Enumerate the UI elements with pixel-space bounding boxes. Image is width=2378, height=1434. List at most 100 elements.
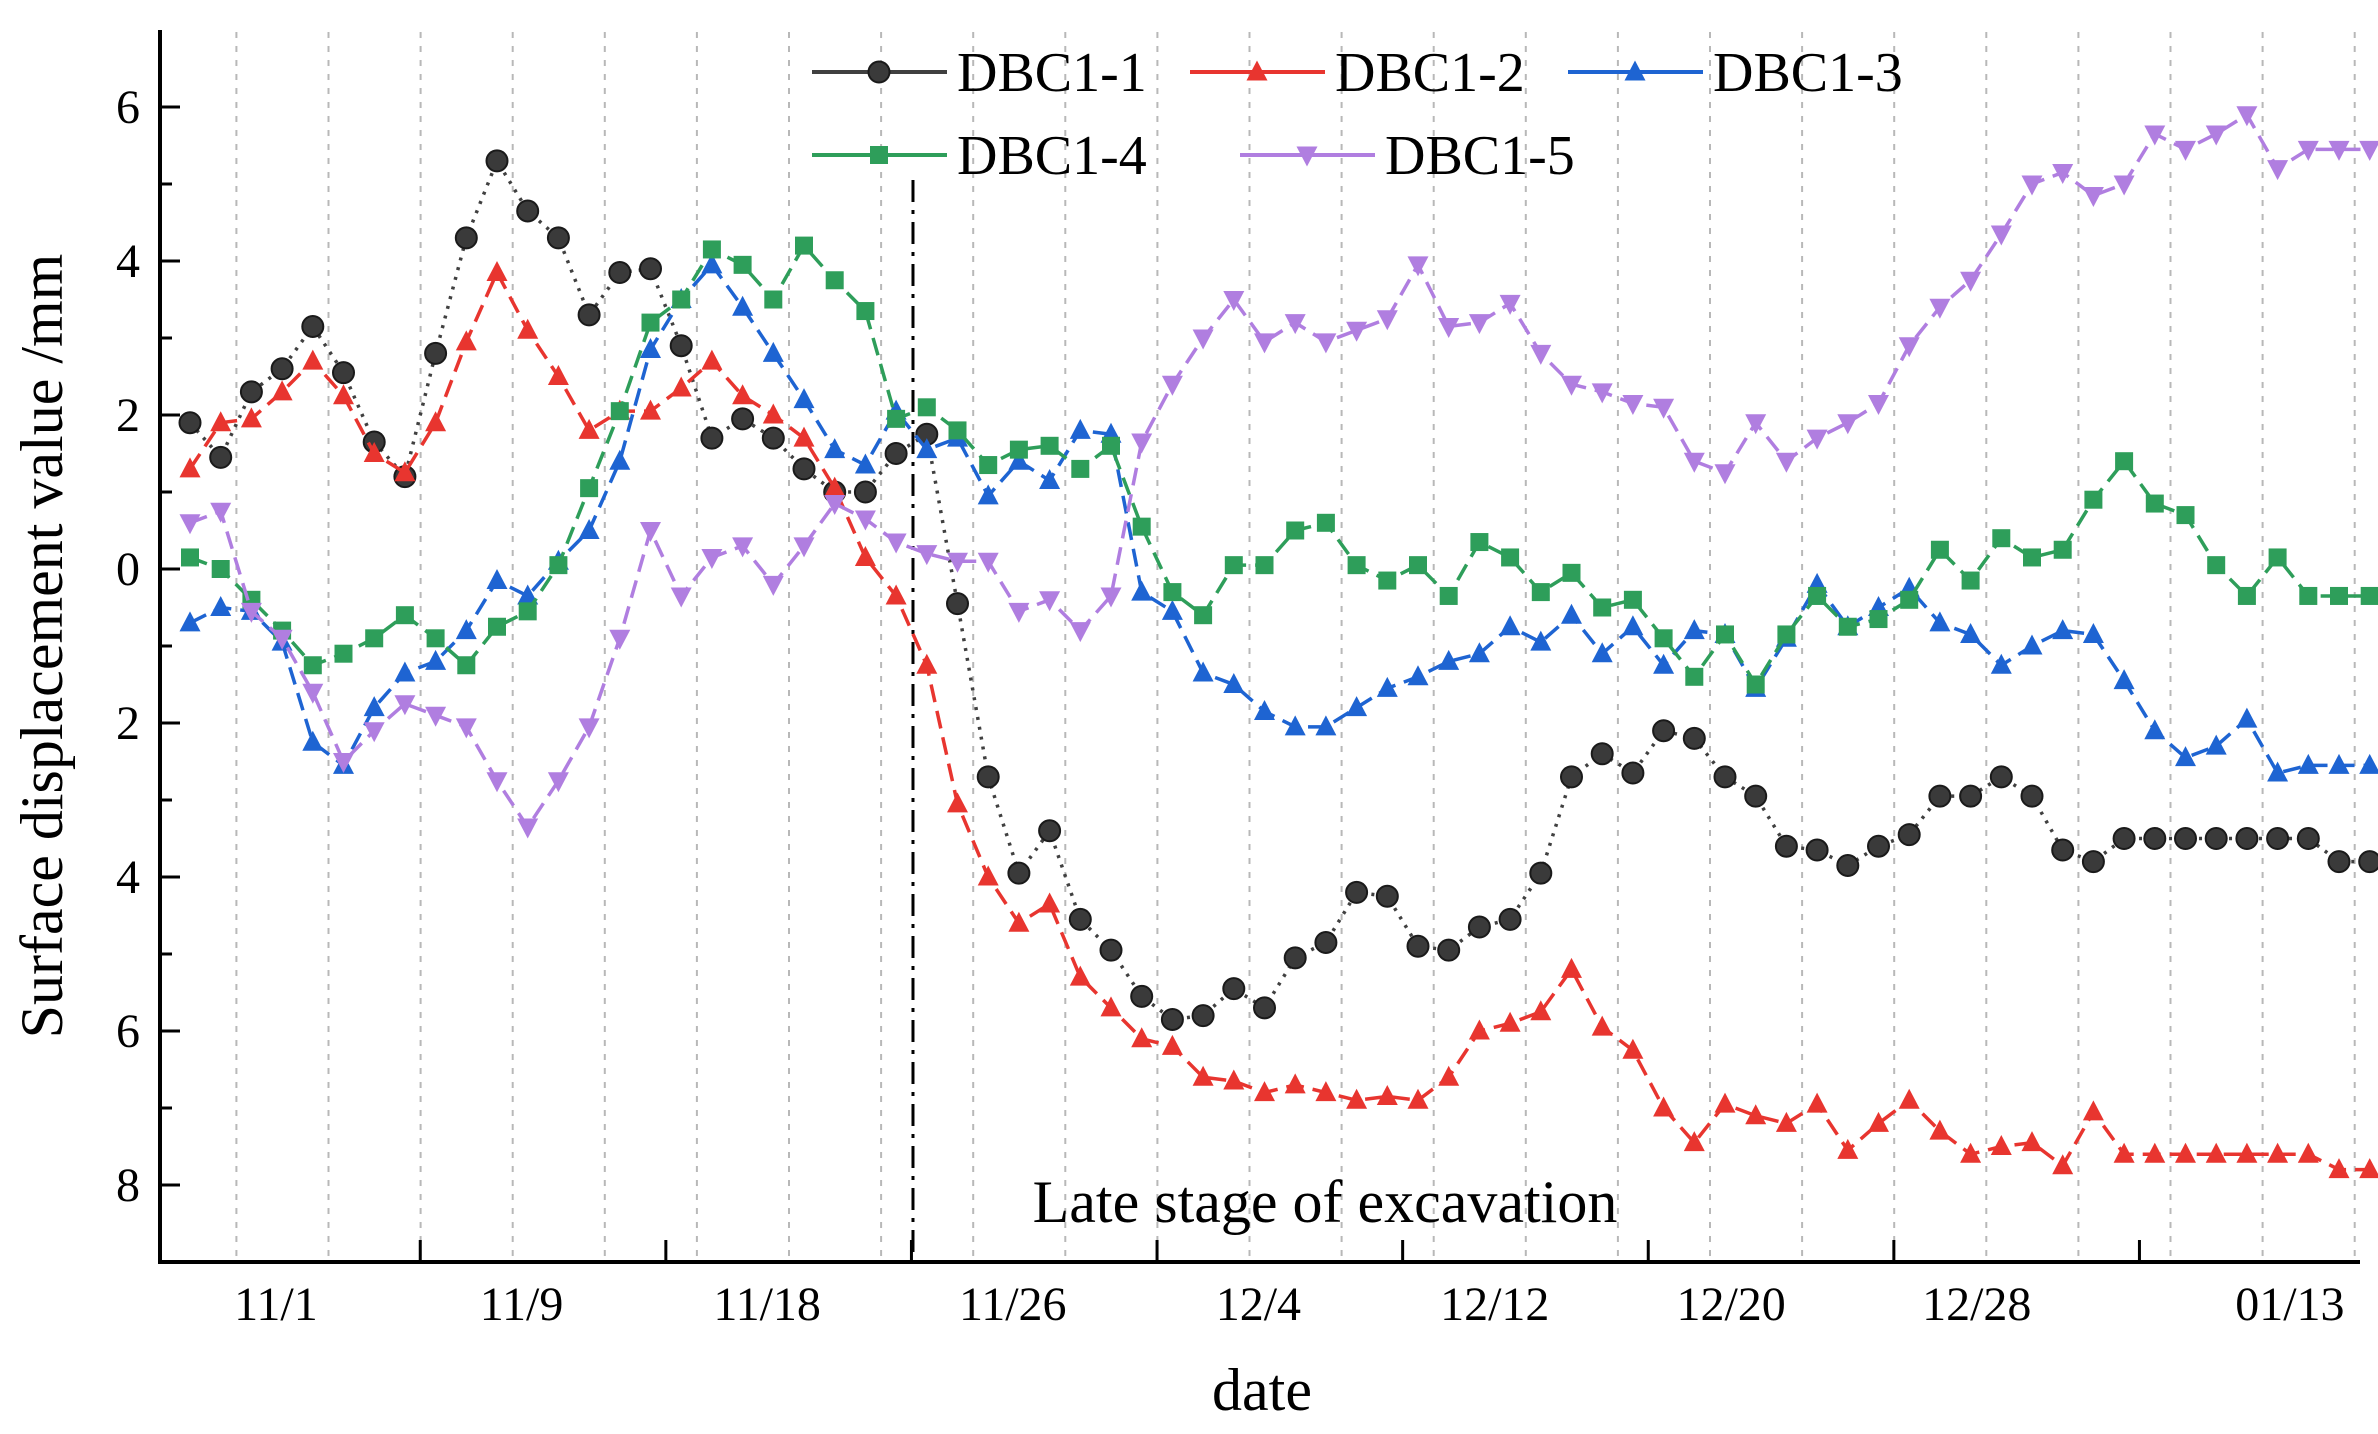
data-point xyxy=(1652,719,1676,743)
data-point xyxy=(1131,1027,1153,1048)
data-point xyxy=(1622,394,1644,415)
data-point xyxy=(1898,337,1920,358)
data-point xyxy=(454,226,478,250)
data-point xyxy=(1223,291,1245,311)
data-point xyxy=(1683,619,1705,640)
data-point xyxy=(210,502,232,523)
data-point xyxy=(2267,1142,2289,1163)
data-point xyxy=(702,240,721,259)
x-tick-label: 11/26 xyxy=(959,1278,1067,1331)
data-point xyxy=(1593,598,1612,617)
x-tick-label: 12/4 xyxy=(1216,1278,1301,1331)
data-point xyxy=(1498,907,1522,931)
data-point xyxy=(2328,1158,2350,1179)
data-point xyxy=(639,257,662,281)
data-point xyxy=(2113,669,2135,690)
y-tick-label: 4 xyxy=(116,235,140,288)
data-point xyxy=(1622,1038,1644,1059)
data-point xyxy=(1898,1088,1920,1109)
data-point xyxy=(1530,344,1552,365)
y-axis-title: Surface displacement value /mm xyxy=(9,254,75,1039)
data-point xyxy=(517,818,539,839)
data-point xyxy=(2023,548,2041,567)
data-point xyxy=(210,596,232,616)
data-point xyxy=(761,426,785,450)
legend-swatch-marker xyxy=(1246,60,1268,81)
series-line xyxy=(189,262,2370,776)
series-line xyxy=(189,242,2370,688)
data-point xyxy=(1069,965,1091,986)
data-point xyxy=(1376,1084,1398,1105)
data-point xyxy=(333,753,354,773)
data-point xyxy=(1407,256,1429,277)
data-point xyxy=(1530,1000,1552,1021)
data-point xyxy=(1990,1135,2012,1155)
data-point xyxy=(1194,606,1213,625)
data-point xyxy=(488,617,506,636)
data-point xyxy=(1439,586,1458,605)
data-point xyxy=(670,376,692,397)
data-point xyxy=(2266,827,2290,850)
data-point xyxy=(1591,383,1613,404)
data-point xyxy=(2053,540,2072,559)
data-point xyxy=(181,548,199,567)
data-point xyxy=(1806,1092,1828,1113)
data-point xyxy=(1774,834,1798,858)
data-point xyxy=(701,548,723,569)
data-point xyxy=(1960,622,1982,643)
data-point xyxy=(2297,140,2319,161)
data-point xyxy=(2113,1142,2135,1163)
data-point xyxy=(332,361,355,385)
data-point xyxy=(1223,673,1245,693)
data-point xyxy=(2051,838,2075,862)
data-point xyxy=(1499,294,1521,315)
data-point xyxy=(516,199,540,223)
data-point xyxy=(2021,1131,2043,1152)
data-point xyxy=(1008,449,1030,470)
data-point xyxy=(1562,563,1581,582)
data-point xyxy=(363,722,385,743)
data-point xyxy=(1685,667,1704,686)
data-point xyxy=(2330,586,2348,605)
data-point xyxy=(1590,742,1614,766)
data-point xyxy=(1653,398,1675,419)
data-point xyxy=(2236,106,2258,127)
data-point xyxy=(2175,140,2196,161)
data-point xyxy=(1406,934,1430,958)
data-point xyxy=(640,522,661,542)
data-point xyxy=(394,695,416,716)
data-point xyxy=(795,236,813,255)
data-point xyxy=(302,730,324,751)
data-point xyxy=(2052,1154,2074,1175)
data-point xyxy=(946,592,969,616)
y-tick-label: 0 xyxy=(116,543,140,596)
data-point xyxy=(2082,622,2104,643)
data-point xyxy=(1407,1088,1429,1109)
data-point xyxy=(2267,761,2289,782)
data-point xyxy=(1744,784,1768,808)
data-point xyxy=(178,411,202,435)
y-ticks: 8 6 4 2 0 2 4 6 xyxy=(116,81,180,1212)
data-point xyxy=(1253,996,1276,1020)
data-point xyxy=(1745,414,1767,435)
data-point xyxy=(1130,984,1154,1008)
data-point xyxy=(577,303,601,327)
data-point xyxy=(547,365,569,385)
data-point xyxy=(793,426,815,447)
data-point xyxy=(2145,494,2164,513)
y-tick-label: 6 xyxy=(116,1005,140,1058)
data-point xyxy=(395,606,414,625)
data-point xyxy=(1160,1007,1184,1031)
data-point xyxy=(1102,436,1120,455)
data-point xyxy=(425,411,447,432)
data-point xyxy=(1254,699,1275,720)
data-point xyxy=(271,629,293,650)
data-point xyxy=(1929,611,1951,632)
data-point xyxy=(1192,329,1214,350)
data-point xyxy=(733,255,752,274)
data-point xyxy=(2052,163,2074,184)
data-point xyxy=(303,656,322,675)
x-tick-label: 11/1 xyxy=(234,1278,318,1331)
legend-label: DBC1-1 xyxy=(957,42,1147,104)
data-point xyxy=(641,313,660,332)
